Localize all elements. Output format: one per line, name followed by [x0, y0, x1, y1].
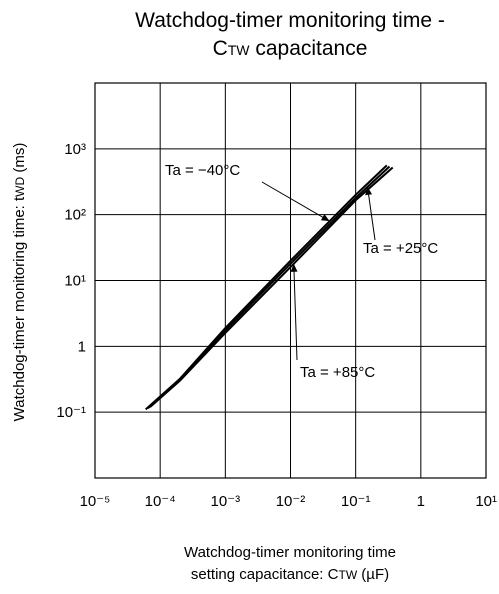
y-axis-label: Watchdog-timer monitoring time: tWD (ms): [11, 143, 28, 422]
y-tick-label: 1: [78, 338, 86, 355]
annotation-label: Ta = −40°C: [165, 162, 240, 179]
chart-title-subscript: TW: [228, 42, 251, 58]
y-tick-label: 10³: [64, 141, 86, 158]
x-tick-label: 10⁻⁵: [80, 493, 111, 510]
y-tick-label: 10²: [64, 207, 86, 224]
y-tick-label: 10¹: [64, 273, 86, 290]
annotation-label: Ta = +85°C: [300, 364, 375, 381]
x-axis-label-line1: Watchdog-timer monitoring time: [184, 544, 396, 561]
chart-title-line1: Watchdog-timer monitoring time -: [135, 9, 445, 32]
annotations: Ta = −40°C Ta = +25°C Ta = +85°C: [165, 162, 438, 381]
annotation-arrowhead: [290, 263, 298, 272]
x-tick-label: 1: [417, 493, 425, 510]
x-axis-label-subscript: TW: [338, 568, 357, 582]
y-axis-label-subscript: WD: [13, 176, 27, 196]
annotation-leader: [293, 263, 298, 361]
annotation-arrowhead: [320, 214, 330, 222]
x-tick-label: 10¹: [475, 493, 497, 510]
x-tick-label: 10⁻¹: [341, 493, 371, 510]
y-tick-label: 10⁻¹: [56, 404, 86, 421]
grid: [94, 83, 487, 478]
x-tick-label: 10⁻⁴: [145, 493, 176, 510]
x-tick-label: 10⁻²: [276, 493, 306, 510]
x-tick-labels: 10⁻⁵ 10⁻⁴ 10⁻³ 10⁻² 10⁻¹ 1 10¹: [80, 493, 497, 510]
annotation-leader: [261, 181, 330, 222]
annotation-leader: [366, 186, 376, 241]
y-tick-labels: 10⁻¹ 1 10¹ 10² 10³: [56, 141, 86, 421]
x-axis-label-line2: setting capacitance: CTW (µF): [191, 566, 389, 583]
series-line-2: [149, 166, 394, 408]
plot-frame: [94, 82, 487, 479]
annotation-arrowhead: [365, 186, 373, 196]
annotation-label: Ta = +25°C: [363, 240, 438, 257]
curves: [145, 164, 394, 411]
x-tick-label: 10⁻³: [211, 493, 241, 510]
chart-title-line2: CTW capacitance: [213, 37, 368, 60]
